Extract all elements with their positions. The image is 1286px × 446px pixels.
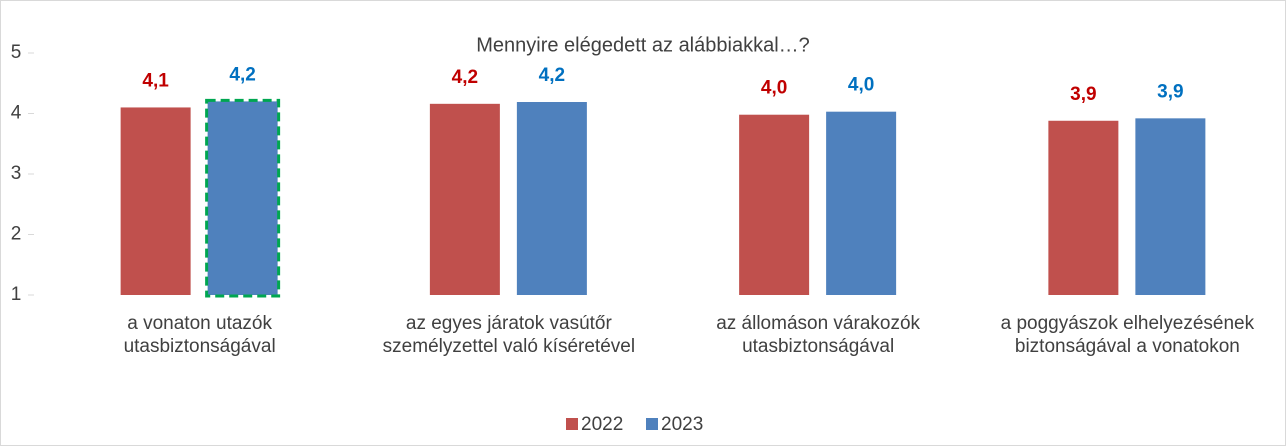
- legend-label: 2022: [581, 414, 623, 435]
- y-tick-label: 3: [11, 163, 22, 184]
- bar: [1135, 118, 1206, 295]
- legend-swatch: [646, 418, 658, 430]
- y-tick-label: 4: [11, 103, 22, 124]
- selection-outline: [205, 98, 281, 298]
- y-tick-label: 1: [11, 284, 22, 305]
- x-tick-label: a vonaton utazók utasbiztonságával: [123, 313, 276, 357]
- data-label: 4,0: [761, 78, 787, 99]
- y-tick-label: 2: [11, 224, 22, 245]
- data-label: 3,9: [1157, 81, 1183, 102]
- bar: [207, 101, 278, 296]
- bar: [429, 103, 500, 295]
- x-tick-label: az állomáson várakozók utasbiztonságával: [716, 313, 921, 357]
- data-label: 3,9: [1070, 84, 1096, 105]
- chart-title: Mennyire elégedett az alábbiakkal…?: [476, 34, 810, 56]
- data-label: 4,2: [539, 65, 565, 86]
- legend-swatch: [566, 418, 578, 430]
- data-label: 4,1: [142, 70, 169, 91]
- y-tick-label: 5: [11, 42, 22, 63]
- data-label: 4,2: [452, 67, 478, 88]
- data-label: 4,0: [848, 75, 874, 96]
- x-tick-label: a poggyászok elhelyezésének biztonságáva…: [1000, 313, 1255, 357]
- bar: [120, 107, 191, 295]
- data-label: 4,2: [229, 64, 255, 85]
- x-tick-label: az egyes járatok vasútőr személyzettel v…: [382, 313, 636, 357]
- bar: [739, 114, 810, 296]
- bar: [826, 111, 897, 295]
- bar: [516, 102, 587, 295]
- bar: [1048, 120, 1119, 295]
- legend-label: 2023: [661, 414, 703, 435]
